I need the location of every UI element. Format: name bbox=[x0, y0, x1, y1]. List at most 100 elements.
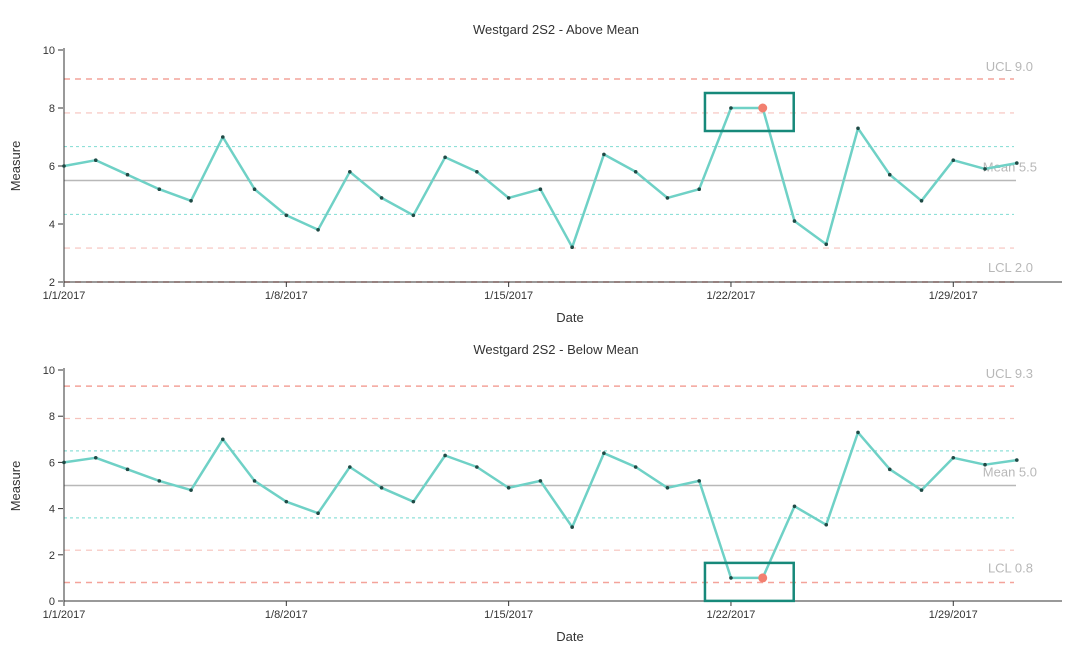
lcl-label: LCL 2.0 bbox=[988, 260, 1033, 275]
lcl-label: LCL 0.8 bbox=[988, 561, 1033, 576]
x-tick-label: 1/1/2017 bbox=[43, 609, 86, 621]
data-point bbox=[93, 455, 98, 460]
data-point bbox=[824, 522, 829, 527]
data-point bbox=[221, 437, 225, 442]
data-point bbox=[729, 106, 733, 110]
chart-panel-2: Westgard 2S2 - Below Mean Measure Date 0 2 4 6… bbox=[8, 342, 1062, 644]
data-point bbox=[824, 242, 829, 247]
x-tick-label: 1/15/2017 bbox=[484, 609, 533, 621]
data-point bbox=[633, 170, 638, 174]
data-point bbox=[665, 196, 670, 200]
x-tick-label: 1/15/2017 bbox=[484, 290, 533, 302]
data-point bbox=[665, 486, 670, 490]
y-tick-label: 6 bbox=[49, 161, 55, 173]
data-point bbox=[348, 465, 352, 469]
data-point bbox=[379, 196, 384, 200]
data-point bbox=[1015, 161, 1019, 165]
data-point bbox=[792, 504, 797, 509]
data-point bbox=[856, 126, 860, 131]
data-point bbox=[951, 455, 956, 460]
y-axis-label: Measure bbox=[8, 141, 23, 192]
data-point bbox=[983, 462, 987, 467]
data-point bbox=[189, 199, 193, 203]
data-point bbox=[697, 479, 701, 483]
data-point bbox=[919, 488, 924, 492]
ucl-label: UCL 9.3 bbox=[986, 366, 1033, 381]
data-point bbox=[157, 479, 162, 483]
data-point bbox=[570, 525, 574, 529]
data-point bbox=[93, 158, 98, 162]
data-point bbox=[379, 486, 384, 490]
data-point bbox=[189, 488, 193, 492]
x-tick-label: 1/29/2017 bbox=[929, 609, 978, 621]
data-point bbox=[887, 467, 892, 472]
y-tick-label: 10 bbox=[43, 365, 55, 377]
mean-label: Mean 5.0 bbox=[983, 465, 1037, 480]
chart-title: Westgard 2S2 - Below Mean bbox=[473, 342, 638, 357]
data-point bbox=[62, 460, 66, 465]
data-point bbox=[887, 172, 892, 177]
data-point bbox=[570, 245, 574, 249]
violation-box bbox=[703, 91, 795, 133]
ucl-label: UCL 9.0 bbox=[986, 59, 1033, 74]
y-tick-label: 6 bbox=[49, 457, 55, 469]
data-point bbox=[348, 170, 352, 174]
data-point bbox=[697, 187, 701, 191]
y-tick-label: 8 bbox=[49, 103, 55, 115]
data-point bbox=[443, 155, 447, 160]
chart-panel-1: Westgard 2S2 - Above Mean Measure Date 2 4 6 8… bbox=[8, 22, 1062, 325]
series-line bbox=[63, 106, 1018, 249]
data-point bbox=[475, 465, 479, 469]
series-line bbox=[63, 431, 1017, 580]
data-point bbox=[1015, 458, 1019, 462]
violation-point bbox=[758, 573, 768, 583]
data-point bbox=[221, 135, 225, 139]
y-tick-label: 8 bbox=[49, 411, 55, 423]
y-tick-label: 2 bbox=[49, 550, 55, 562]
data-point bbox=[506, 196, 511, 200]
data-point bbox=[411, 213, 416, 218]
data-point bbox=[792, 219, 797, 223]
y-tick-label: 4 bbox=[49, 504, 55, 516]
x-axis-label: Date bbox=[556, 310, 583, 325]
x-tick-label: 1/22/2017 bbox=[706, 609, 755, 621]
y-tick-label: 2 bbox=[49, 277, 55, 289]
data-point bbox=[951, 158, 956, 162]
data-point bbox=[284, 213, 289, 218]
data-point bbox=[125, 172, 130, 177]
x-tick-label: 1/22/2017 bbox=[706, 290, 755, 302]
mean-label: Mean 5.5 bbox=[983, 160, 1037, 175]
data-point bbox=[983, 167, 987, 171]
x-axis-label: Date bbox=[556, 629, 583, 644]
data-point bbox=[411, 499, 416, 504]
data-point bbox=[125, 467, 130, 472]
data-point bbox=[62, 164, 66, 168]
data-point bbox=[252, 479, 257, 483]
x-tick-label: 1/8/2017 bbox=[265, 609, 308, 621]
violation-box bbox=[703, 561, 795, 603]
data-point bbox=[602, 451, 606, 455]
data-point bbox=[157, 187, 162, 191]
data-point bbox=[443, 453, 447, 458]
y-tick-label: 0 bbox=[49, 596, 55, 608]
data-point bbox=[252, 187, 257, 191]
y-tick-label: 10 bbox=[43, 45, 55, 57]
data-point bbox=[475, 170, 479, 174]
data-point bbox=[602, 152, 606, 157]
data-point bbox=[919, 199, 924, 203]
y-tick-label: 4 bbox=[49, 219, 55, 231]
data-point bbox=[506, 486, 511, 490]
chart-title: Westgard 2S2 - Above Mean bbox=[473, 22, 639, 37]
data-point bbox=[856, 430, 860, 435]
data-point bbox=[633, 465, 638, 469]
x-tick-label: 1/29/2017 bbox=[929, 290, 978, 302]
violation-point bbox=[758, 103, 768, 113]
data-point bbox=[316, 228, 320, 232]
data-point bbox=[284, 499, 289, 504]
data-point bbox=[316, 511, 320, 516]
data-point bbox=[538, 479, 543, 483]
data-point bbox=[538, 187, 543, 191]
data-point bbox=[729, 576, 733, 580]
x-tick-label: 1/1/2017 bbox=[43, 290, 86, 302]
